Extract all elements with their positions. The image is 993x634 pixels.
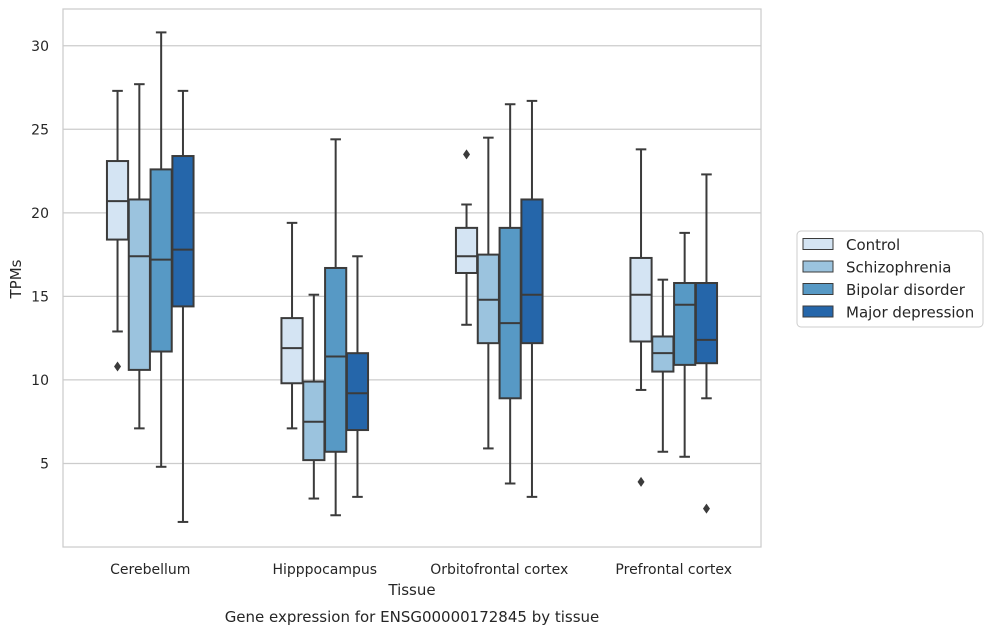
legend-swatch: [802, 305, 834, 318]
y-tick-label: 10: [31, 373, 49, 389]
box-iqr: [345, 352, 370, 432]
box-iqr: [629, 256, 653, 343]
box-iqr: [520, 198, 544, 345]
box: [345, 255, 370, 498]
plot-frame: [62, 8, 762, 548]
box-iqr: [498, 226, 522, 400]
box: [673, 231, 697, 458]
y-tick-label: 15: [31, 289, 49, 305]
box: [629, 148, 653, 487]
outlier-marker: [702, 503, 710, 514]
outlier-marker: [463, 149, 471, 160]
box-iqr: [454, 226, 479, 274]
box: [651, 278, 675, 453]
legend-swatch: [802, 283, 834, 295]
x-tick-label: Prefrontal cortex: [615, 562, 732, 578]
box: [280, 221, 304, 430]
chart-caption: Gene expression for ENSG00000172845 by t…: [225, 608, 600, 626]
box: [476, 136, 500, 450]
x-tick-label: Cerebellum: [110, 562, 190, 578]
box: [520, 99, 544, 498]
box: [149, 31, 173, 468]
box: [105, 89, 130, 372]
box: [171, 89, 195, 523]
legend-frame: [796, 230, 984, 328]
box-iqr: [171, 155, 195, 308]
legend-label: Major depression: [846, 304, 974, 322]
legend-swatch: [802, 238, 834, 250]
legend-label: Control: [846, 236, 900, 254]
outlier-marker: [637, 476, 645, 487]
box: [302, 293, 326, 500]
x-tick-label: Hipppocampus: [272, 562, 377, 578]
legend-label: Bipolar disorder: [846, 281, 966, 299]
box-iqr: [694, 282, 719, 365]
box-iqr: [673, 282, 697, 366]
y-tick-label: 20: [31, 206, 49, 222]
box: [324, 138, 348, 517]
legend: Control Schizophrenia Bipolar disorder Majo…: [796, 230, 984, 328]
x-tick-label: Orbitofrontal cortex: [430, 562, 568, 578]
y-tick-label: 30: [31, 39, 49, 55]
x-tick-labels: Cerebellum Hipppocampus Orbitofrontal cort…: [110, 562, 732, 578]
y-tick-label: 5: [40, 456, 49, 472]
box-iqr: [324, 266, 348, 453]
y-tick-label: 25: [31, 122, 49, 138]
box: [694, 173, 719, 514]
box-iqr: [280, 317, 304, 385]
box-groups: [105, 31, 719, 523]
legend-swatch: [802, 260, 834, 273]
outlier-marker: [114, 361, 122, 372]
box-iqr: [127, 198, 151, 371]
box: [498, 103, 522, 485]
legend-label: Schizophrenia: [846, 259, 951, 277]
y-axis-label: TPMs: [7, 259, 25, 299]
box: [127, 83, 151, 430]
x-axis-label: Tissue: [387, 581, 435, 599]
box: [454, 149, 479, 326]
y-tick-labels: 5 10 15 20 25 30: [31, 39, 49, 473]
